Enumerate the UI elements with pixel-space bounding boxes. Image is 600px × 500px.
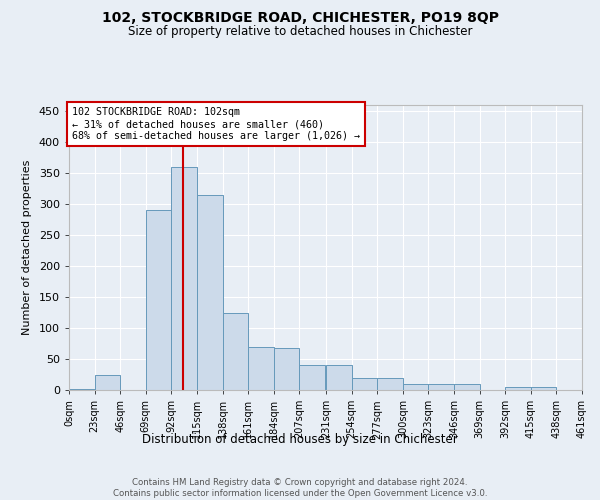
Bar: [197, 195, 223, 390]
Y-axis label: Number of detached properties: Number of detached properties: [22, 160, 32, 335]
Text: Size of property relative to detached houses in Chichester: Size of property relative to detached ho…: [128, 25, 472, 38]
Bar: [454, 384, 479, 390]
Bar: [352, 378, 377, 390]
Bar: [69, 389, 95, 390]
Bar: [531, 387, 556, 390]
Text: Contains HM Land Registry data © Crown copyright and database right 2024.
Contai: Contains HM Land Registry data © Crown c…: [113, 478, 487, 498]
Bar: [377, 378, 403, 390]
Bar: [172, 167, 197, 390]
Text: Distribution of detached houses by size in Chichester: Distribution of detached houses by size …: [142, 432, 458, 446]
Text: 102, STOCKBRIDGE ROAD, CHICHESTER, PO19 8QP: 102, STOCKBRIDGE ROAD, CHICHESTER, PO19 …: [101, 11, 499, 25]
Bar: [505, 387, 531, 390]
Bar: [299, 365, 325, 390]
Text: 102 STOCKBRIDGE ROAD: 102sqm
← 31% of detached houses are smaller (460)
68% of s: 102 STOCKBRIDGE ROAD: 102sqm ← 31% of de…: [73, 108, 361, 140]
Bar: [428, 384, 454, 390]
Bar: [223, 312, 248, 390]
Bar: [146, 210, 172, 390]
Bar: [95, 374, 120, 390]
Bar: [403, 384, 428, 390]
Bar: [248, 346, 274, 390]
Bar: [274, 348, 299, 390]
Bar: [326, 365, 352, 390]
